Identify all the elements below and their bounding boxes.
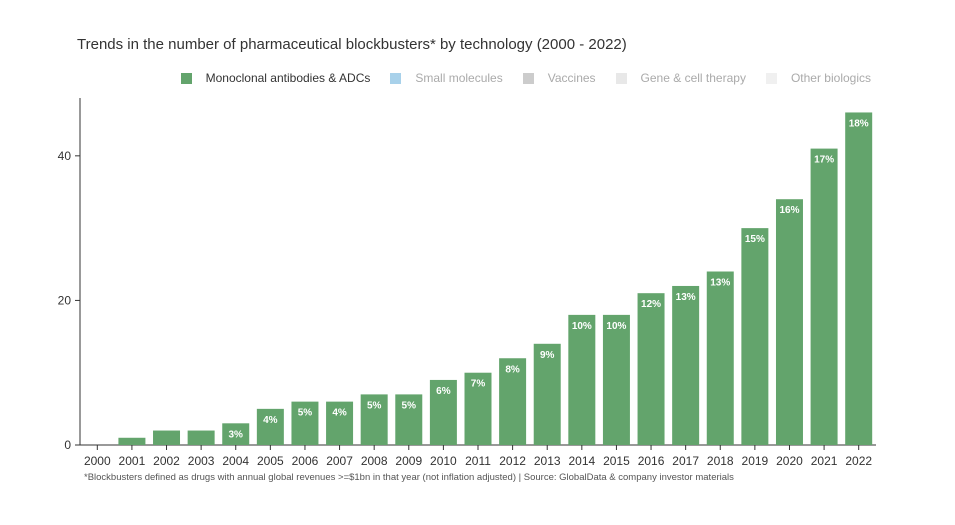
bar — [118, 437, 146, 445]
y-tick-label: 0 — [64, 438, 71, 452]
x-tick-label: 2015 — [603, 454, 630, 468]
x-tick-label: 2020 — [776, 454, 803, 468]
x-tick-label: 2002 — [153, 454, 180, 468]
x-tick-label: 2011 — [465, 454, 491, 468]
x-tick-label: 2001 — [119, 454, 146, 468]
bar — [395, 394, 423, 445]
bar-chart: 0 20 40 2000 2001 2002 2003 3% 2004 4% 2005 5% 2006 4… — [58, 98, 876, 468]
chart-title: Trends in the number of pharmaceutical b… — [77, 36, 627, 53]
bar-data-label: 12% — [641, 299, 661, 310]
x-tick-label: 2016 — [638, 454, 665, 468]
x-tick-label: 2022 — [845, 454, 872, 468]
x-tick-label: 2014 — [568, 454, 595, 468]
legend-swatch — [180, 72, 192, 84]
bar-data-label: 18% — [849, 118, 869, 129]
bar — [222, 423, 250, 445]
bar-data-label: 15% — [745, 234, 765, 245]
bar-data-label: 4% — [332, 408, 347, 419]
x-tick-label: 2019 — [742, 454, 769, 468]
y-tick-label: 40 — [58, 149, 72, 163]
x-tick-label: 2008 — [361, 454, 388, 468]
bar — [741, 228, 769, 445]
legend-swatch — [615, 72, 627, 84]
legend-label: Small molecules — [415, 71, 503, 85]
bar-data-label: 13% — [676, 292, 696, 303]
bar — [429, 379, 457, 445]
bar-data-label: 16% — [779, 205, 799, 216]
x-tick-label: 2018 — [707, 454, 734, 468]
x-tick-label: 2006 — [292, 454, 319, 468]
legend-item[interactable]: Gene & cell therapy — [615, 71, 746, 85]
x-tick-label: 2009 — [395, 454, 422, 468]
bar-data-label: 17% — [814, 155, 834, 166]
y-tick-label: 20 — [58, 293, 72, 307]
legend-label: Other biologics — [790, 71, 871, 85]
bar-data-label: 6% — [436, 386, 451, 397]
bar — [153, 430, 181, 445]
legend-label: Monoclonal antibodies & ADCs — [205, 71, 371, 85]
x-tick-label: 2007 — [326, 454, 353, 468]
x-tick-label: 2021 — [811, 454, 838, 468]
legend-swatch — [390, 72, 402, 84]
footnote: *Blockbusters defined as drugs with annu… — [84, 472, 734, 483]
legend-swatch — [765, 72, 777, 84]
bar — [845, 112, 873, 445]
bar-data-label: 5% — [298, 408, 313, 419]
bar — [602, 314, 630, 445]
bar — [568, 314, 596, 445]
legend-item[interactable]: Monoclonal antibodies & ADCs — [180, 71, 371, 85]
bar — [706, 271, 734, 445]
bar-data-label: 5% — [367, 400, 382, 411]
bar-data-label: 10% — [606, 321, 626, 332]
bar — [810, 148, 838, 445]
bar — [775, 199, 803, 445]
legend-swatch — [522, 72, 534, 84]
bar — [291, 401, 319, 445]
legend-item[interactable]: Small molecules — [390, 71, 503, 85]
bar-data-label: 7% — [471, 379, 486, 390]
bar-data-label: 13% — [710, 278, 730, 289]
bar — [256, 408, 284, 445]
bar — [187, 430, 215, 445]
bar — [533, 343, 561, 445]
x-tick-label: 2000 — [84, 454, 111, 468]
legend-label: Vaccines — [547, 71, 596, 85]
bar-data-label: 3% — [229, 429, 244, 440]
x-tick-label: 2004 — [222, 454, 249, 468]
x-tick-label: 2017 — [672, 454, 699, 468]
bar-data-label: 10% — [572, 321, 592, 332]
x-tick-label: 2010 — [430, 454, 457, 468]
bar — [499, 358, 527, 445]
bar — [326, 401, 354, 445]
bar — [360, 394, 388, 445]
bar — [672, 285, 700, 445]
x-tick-label: 2012 — [499, 454, 526, 468]
legend: Monoclonal antibodies & ADCs Small molecu… — [161, 71, 871, 85]
legend-item[interactable]: Vaccines — [522, 71, 596, 85]
bar-data-label: 8% — [505, 364, 520, 375]
bar — [464, 372, 492, 445]
x-tick-label: 2005 — [257, 454, 284, 468]
bar — [637, 293, 665, 445]
bar-data-label: 4% — [263, 415, 278, 426]
x-tick-label: 2013 — [534, 454, 561, 468]
bar-data-label: 5% — [402, 400, 417, 411]
legend-label: Gene & cell therapy — [640, 71, 746, 85]
legend-item[interactable]: Other biologics — [765, 71, 871, 85]
x-tick-label: 2003 — [188, 454, 215, 468]
bar-data-label: 9% — [540, 350, 555, 361]
